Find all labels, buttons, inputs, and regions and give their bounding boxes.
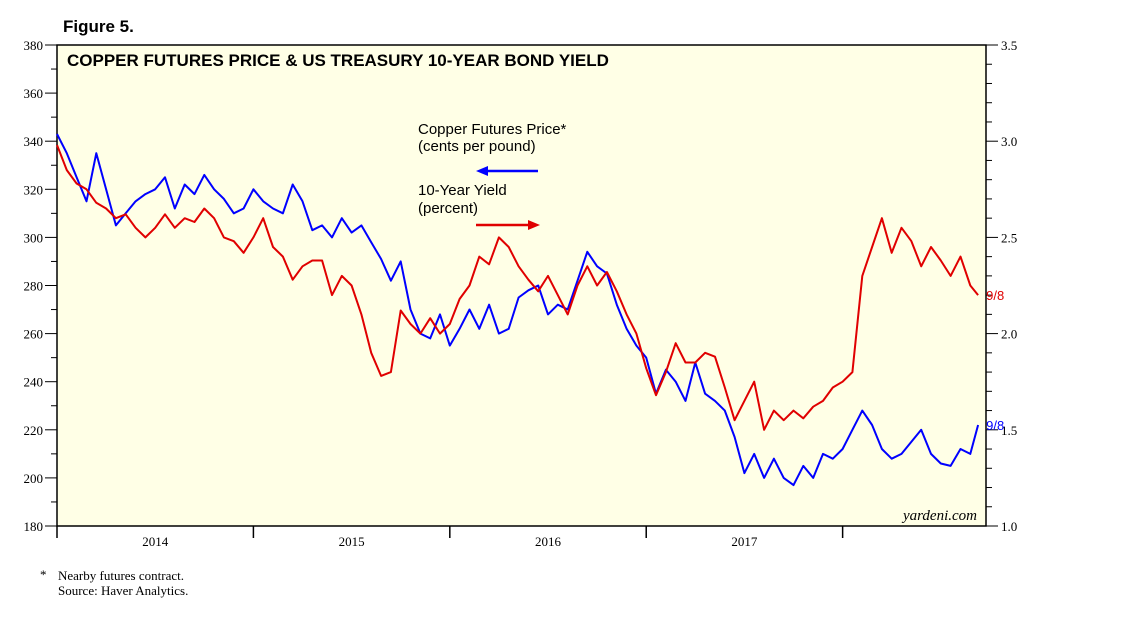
right-tick-label: 2.5	[1001, 230, 1017, 245]
left-tick-label: 300	[24, 230, 44, 245]
left-tick-label: 360	[24, 86, 44, 101]
x-tick-label: 2014	[142, 534, 169, 549]
legend-copper-arrow	[476, 166, 538, 176]
plot-area	[56, 44, 987, 527]
x-tick-label: 2017	[731, 534, 758, 549]
left-tick-label: 200	[24, 471, 44, 486]
left-tick-label: 180	[24, 519, 44, 534]
left-tick-label: 280	[24, 279, 44, 294]
legend-copper-units: (cents per pound)	[418, 138, 536, 155]
right-tick-label: 3.5	[1001, 38, 1017, 53]
left-tick-label: 320	[24, 182, 44, 197]
legend-copper-label: Copper Futures Price*	[418, 121, 567, 138]
footnote-text: Nearby futures contract.	[58, 568, 184, 583]
watermark: yardeni.com	[901, 508, 977, 524]
left-tick-label: 340	[24, 134, 44, 149]
right-y-axis: 1.0 1.5 2.0 2.5 3.0 3.5	[986, 38, 1017, 534]
chart-title: COPPER FUTURES PRICE & US TREASURY 10-YE…	[67, 51, 609, 70]
left-tick-label: 380	[24, 38, 44, 53]
copper-price-line	[56, 133, 980, 487]
left-tick-label: 260	[24, 327, 44, 342]
left-y-axis: 180 200 220 240 260 280 300 320 340 360 380	[24, 38, 57, 534]
yield-end-label: 9/8	[986, 288, 1004, 303]
copper-end-label: 9/8	[986, 418, 1004, 433]
right-tick-label: 1.0	[1001, 519, 1017, 534]
right-tick-label: 3.0	[1001, 134, 1017, 149]
footnote-marker: *	[40, 567, 47, 582]
yield-line	[56, 144, 979, 431]
x-axis: 2014 2015 2016 2017	[56, 526, 844, 549]
left-tick-label: 240	[24, 375, 44, 390]
source-text: Source: Haver Analytics.	[58, 583, 188, 598]
x-tick-label: 2015	[339, 534, 365, 549]
legend-yield-label: 10-Year Yield	[418, 182, 507, 199]
right-tick-label: 2.0	[1001, 327, 1017, 342]
left-tick-label: 220	[24, 423, 44, 438]
legend-yield-arrow	[476, 220, 540, 230]
legend-copper: Copper Futures Price* (cents per pound)	[418, 121, 567, 176]
x-tick-label: 2016	[535, 534, 562, 549]
right-tick-label: 1.5	[1001, 423, 1017, 438]
figure-label: Figure 5.	[63, 17, 134, 36]
legend-yield-units: (percent)	[418, 200, 478, 217]
legend-yield: 10-Year Yield (percent)	[418, 182, 540, 230]
series-layer: 9/8 9/8	[56, 133, 1004, 487]
